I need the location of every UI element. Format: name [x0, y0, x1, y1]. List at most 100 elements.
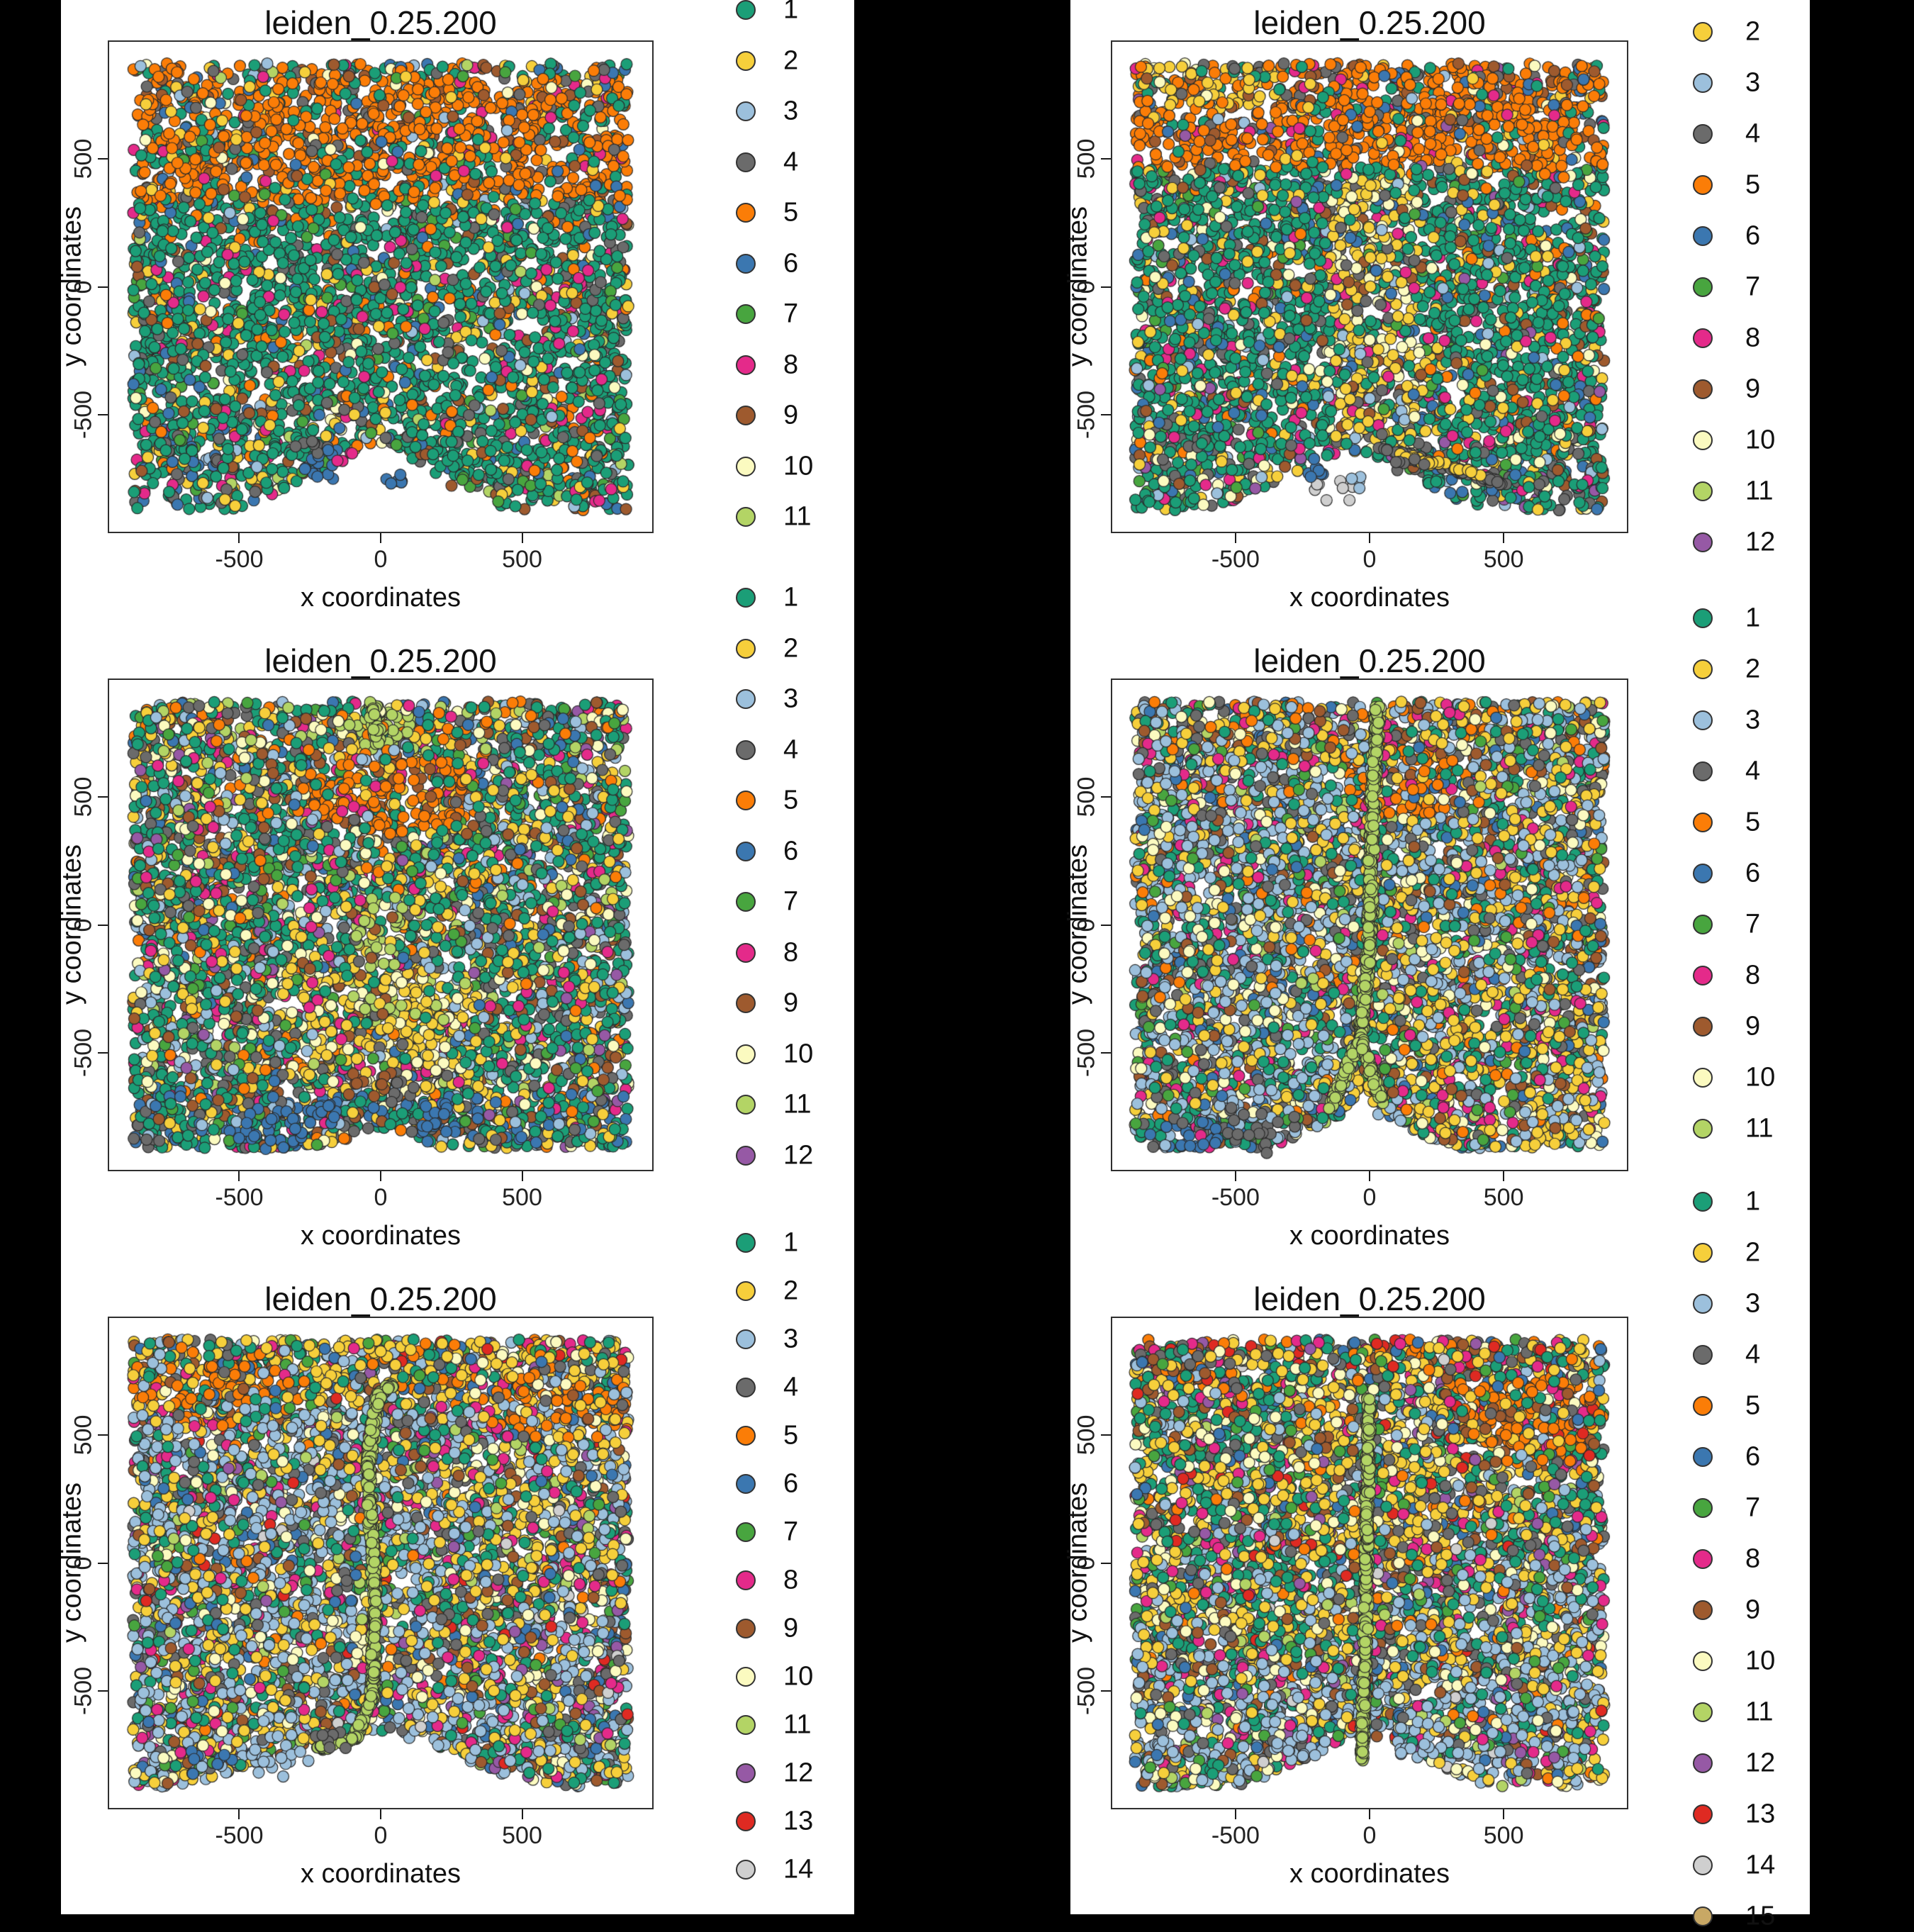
legend-dot [736, 1329, 756, 1349]
legend-label: 9 [783, 400, 799, 430]
legend-label: 14 [1745, 1850, 1776, 1880]
plot-column-right: leiden_0.25.200 x coordinates y coordina… [1063, 0, 1810, 1931]
y-tick-label: 500 [69, 777, 97, 817]
x-tick-label: -500 [1211, 1184, 1260, 1211]
legend-dot [1693, 1906, 1713, 1926]
legend-dot [1693, 915, 1713, 934]
legend-label: 11 [1745, 1697, 1774, 1727]
legend-dot [736, 1233, 756, 1253]
legend-dot [1693, 1498, 1713, 1518]
legend-label: 11 [1745, 476, 1774, 506]
legend-label: 3 [783, 96, 799, 126]
y-tick-mark [98, 1051, 108, 1054]
scatter-canvas [1112, 42, 1627, 532]
legend-label: 12 [1745, 527, 1776, 557]
plot-panel [1111, 40, 1628, 533]
x-tick-mark [380, 1809, 381, 1819]
legend-label: 1 [1745, 1186, 1761, 1217]
legend-label: 4 [783, 735, 799, 764]
legend-dot [1693, 864, 1713, 883]
y-tick-label: 0 [1073, 918, 1100, 932]
y-tick-label: -500 [1073, 390, 1100, 439]
legend-dot [1693, 1243, 1713, 1263]
legend-dot [1693, 608, 1713, 628]
legend-label: 11 [1745, 1113, 1774, 1144]
legend-label: 7 [783, 1517, 799, 1547]
legend-label: 2 [1745, 16, 1761, 47]
x-tick-label: 500 [502, 546, 542, 573]
legend-dot [736, 304, 756, 324]
legend-dot [736, 253, 756, 274]
legend-dot [736, 1145, 756, 1166]
legend-dot [1693, 430, 1713, 450]
x-tick-label: 0 [1362, 1822, 1377, 1849]
y-tick-label: 0 [69, 1556, 97, 1570]
y-tick-mark [98, 924, 108, 926]
legend-dot [736, 1763, 756, 1783]
subplot-bottom-left: leiden_0.25.200 x coordinates y coordina… [57, 1276, 854, 1914]
legend-label: 5 [783, 1420, 799, 1451]
legend-dot [736, 1522, 756, 1542]
x-tick-mark [238, 533, 240, 543]
x-tick-mark [1503, 533, 1505, 543]
legend-label: 4 [1745, 118, 1761, 149]
legend-label: 2 [1745, 654, 1761, 684]
x-tick-label: 500 [1483, 546, 1524, 573]
legend-label: 8 [1745, 323, 1761, 353]
legend-label: 5 [783, 785, 799, 815]
legend-label: 3 [783, 683, 799, 714]
subplot-middle-right: leiden_0.25.200 x coordinates y coordina… [1063, 638, 1810, 1276]
y-tick-label: -500 [1073, 1666, 1100, 1715]
legend-label: 10 [783, 1039, 814, 1068]
plot-column-left: leiden_0.25.200 x coordinates y coordina… [57, 0, 854, 1914]
legend-dot [736, 1715, 756, 1735]
plot-panel [108, 40, 654, 533]
legend-label: 2 [783, 1275, 799, 1306]
y-tick-mark [98, 413, 108, 415]
legend-label: 7 [783, 298, 799, 329]
x-tick-mark [380, 533, 381, 543]
legend-label: 7 [1745, 272, 1761, 302]
legend-label: 9 [783, 1613, 799, 1643]
legend-label: 10 [1745, 1646, 1776, 1676]
legend-label: 13 [1745, 1799, 1776, 1829]
legend-label: 3 [1745, 705, 1761, 735]
legend-dot [736, 1474, 756, 1494]
legend-dot [1693, 481, 1713, 501]
legend-label: 9 [1745, 1011, 1761, 1042]
legend-dot [1693, 1119, 1713, 1139]
x-tick-mark [521, 1171, 523, 1181]
legend-dot [736, 203, 756, 223]
x-tick-mark [1234, 1171, 1236, 1181]
y-tick-mark [1101, 286, 1111, 288]
plot-panel [108, 679, 654, 1171]
legend-label: 3 [1745, 1288, 1761, 1319]
legend-dot [1693, 379, 1713, 399]
y-tick-label: 500 [69, 1415, 97, 1456]
legend-dot [1693, 226, 1713, 246]
legend-dot [736, 1378, 756, 1397]
legend-label: 4 [783, 1372, 799, 1402]
y-tick-mark [1101, 158, 1111, 160]
x-tick-mark [380, 1171, 381, 1181]
legend-dot [736, 993, 756, 1013]
legend-dot [1693, 1068, 1713, 1088]
legend-label: 11 [783, 1089, 812, 1119]
x-tick-mark [1234, 1809, 1236, 1819]
x-tick-label: 500 [502, 1822, 542, 1849]
legend-dot [1693, 761, 1713, 781]
x-tick-mark [1369, 533, 1370, 543]
legend-dot [1693, 710, 1713, 730]
scatter-canvas [109, 42, 652, 532]
legend-label: 12 [783, 1758, 814, 1788]
plot-title: leiden_0.25.200 [264, 4, 497, 41]
x-tick-label: 0 [1362, 546, 1377, 573]
y-tick-mark [1101, 1562, 1111, 1564]
legend-dot [1693, 1345, 1713, 1365]
y-tick-mark [1101, 1434, 1111, 1436]
scatter-canvas [109, 680, 652, 1170]
legend-label: 10 [783, 451, 814, 481]
legend-dot [1693, 1294, 1713, 1314]
x-tick-label: 500 [1483, 1184, 1524, 1211]
legend-dot [1693, 124, 1713, 144]
